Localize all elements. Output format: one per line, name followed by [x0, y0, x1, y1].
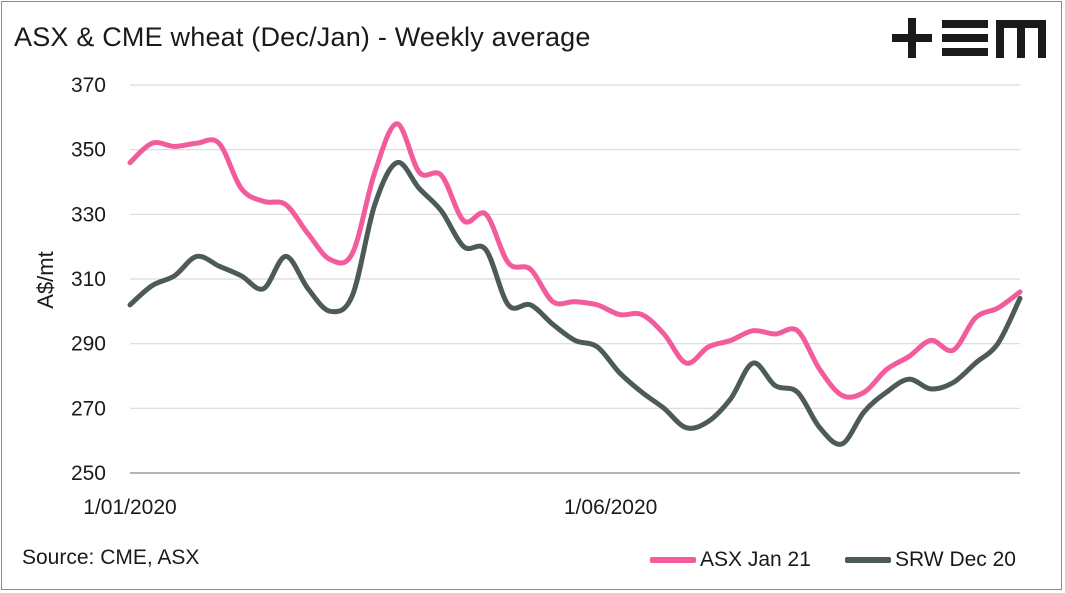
legend-item-srw: SRW Dec 20 [845, 548, 1016, 572]
y-tick-label: 330 [71, 203, 106, 226]
legend-swatch-srw [845, 557, 891, 563]
legend-swatch-asx [650, 557, 696, 563]
legend-label-srw: SRW Dec 20 [895, 548, 1016, 571]
y-tick-label: 270 [71, 397, 106, 420]
x-tick-label: 1/01/2020 [83, 496, 176, 519]
y-axis-label: A$/mt [33, 251, 58, 308]
legend-label-asx: ASX Jan 21 [700, 548, 811, 571]
grid-lines [130, 84, 1020, 474]
tem-logo [892, 18, 1046, 58]
legend-item-asx: ASX Jan 21 [650, 548, 811, 572]
series-line-srw [127, 160, 1023, 447]
chart-title: ASX & CME wheat (Dec/Jan) - Weekly avera… [14, 22, 591, 52]
y-axis-ticks: 250 270 290 310 330 350 370 [71, 74, 106, 485]
series-lines [127, 121, 1023, 447]
y-tick-label: 370 [71, 74, 106, 97]
series-line-asx [127, 121, 1023, 400]
y-tick-label: 290 [71, 333, 106, 356]
x-tick-label: 1/06/2020 [564, 496, 657, 519]
y-tick-label: 310 [71, 268, 106, 291]
y-tick-label: 350 [71, 139, 106, 162]
y-tick-label: 250 [71, 462, 106, 485]
source-note: Source: CME, ASX [22, 546, 200, 569]
x-axis-ticks: 1/01/2020 1/06/2020 [83, 496, 657, 519]
